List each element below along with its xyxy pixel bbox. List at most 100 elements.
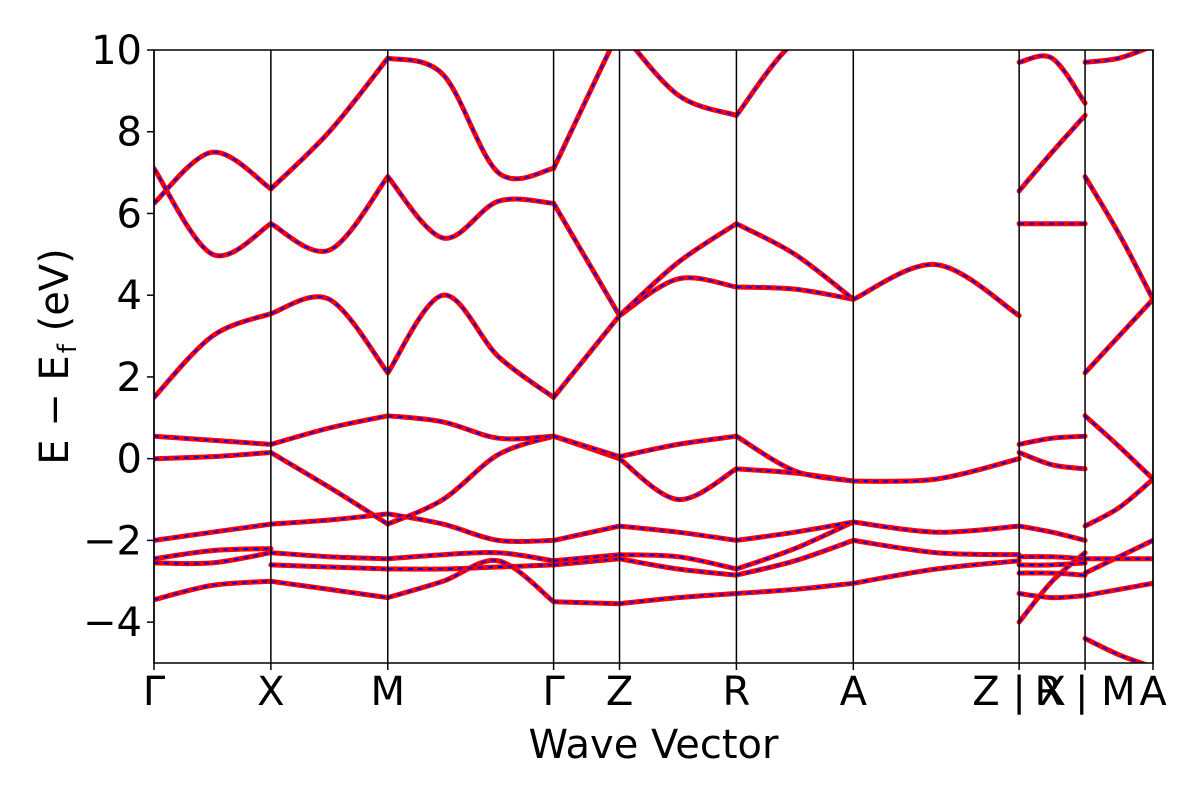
band-line-dashed	[154, 435, 271, 446]
band-line-dashed	[736, 521, 854, 542]
band-line-solid	[154, 433, 274, 447]
band-line-dashed	[154, 151, 272, 205]
band-line-dashed	[619, 592, 737, 605]
band-line-dashed	[736, 286, 854, 301]
y-tick-label: 0	[117, 437, 142, 483]
y-tick-label: 8	[117, 110, 142, 156]
band-line-solid	[850, 456, 1022, 484]
band-line-solid	[850, 519, 1022, 535]
band-line-dashed	[387, 563, 554, 571]
band-line-dashed	[853, 539, 1020, 556]
band-line-dashed	[552, 50, 611, 169]
band-line-dashed	[553, 557, 620, 566]
band-line-solid	[733, 537, 856, 578]
band-line-solid	[733, 50, 790, 118]
band-line-dashed	[553, 553, 620, 562]
band-line-dashed	[387, 512, 554, 543]
band-line-dashed	[270, 414, 388, 446]
band-line-solid	[268, 294, 391, 376]
band-line-dashed	[736, 539, 854, 577]
y-tick-label: 4	[117, 273, 142, 319]
band-line-dashed	[1084, 582, 1153, 597]
band-line-solid	[617, 221, 739, 319]
band-line-dashed	[619, 553, 737, 570]
band-line-dashed	[154, 523, 272, 542]
band-line-solid	[154, 450, 274, 462]
kpoint-dividers	[153, 50, 1154, 663]
x-tick-label: M	[371, 669, 406, 715]
band-line-dashed	[154, 547, 271, 560]
band-line-solid	[1016, 450, 1088, 472]
band-line-dashed	[552, 314, 621, 399]
band-line-dashed	[1084, 176, 1153, 300]
band-line-solid	[733, 284, 856, 302]
band-line-dashed	[736, 582, 854, 595]
band-line-dashed	[852, 263, 1020, 317]
band-line-solid	[154, 311, 274, 400]
band-line-dashed	[1084, 50, 1146, 64]
band-line-dashed	[619, 435, 737, 458]
y-axis-label-main: E − E	[32, 355, 78, 465]
band-line-solid	[1082, 636, 1149, 663]
band-line-dashed	[553, 525, 620, 542]
y-tick-label: −4	[83, 600, 142, 646]
band-line-dashed	[736, 521, 854, 570]
band-line-solid	[385, 55, 557, 182]
y-axis-ticks: −4 −2 0 2 4 6 8 10	[83, 28, 154, 646]
band-line-solid	[154, 578, 274, 603]
band-line-dashed	[387, 435, 554, 526]
band-line-dashed	[154, 580, 271, 601]
band-line-dashed	[1084, 415, 1153, 480]
plot-frame	[153, 49, 1154, 664]
band-line-dashed	[270, 580, 388, 599]
band-line-solid	[1016, 53, 1088, 106]
band-line-dashed	[619, 557, 737, 577]
band-line-solid	[850, 558, 1022, 586]
band-line-dashed	[386, 294, 555, 399]
x-tick-label: A	[1139, 669, 1167, 715]
band-line-solid	[385, 292, 557, 400]
band-line-dashed	[553, 435, 620, 458]
band-line-solid	[268, 550, 391, 562]
x-tick-label: A	[840, 669, 868, 715]
y-axis-label-unit: (eV)	[32, 248, 78, 344]
band-line-dashed	[154, 167, 272, 257]
band-line-dashed	[154, 451, 271, 460]
y-axis-label-subscript: f	[53, 343, 83, 353]
band-line-solid	[1082, 50, 1150, 65]
x-tick-label: Γ	[143, 669, 166, 715]
y-tick-label: 10	[91, 28, 142, 74]
x-tick-label: X	[257, 669, 284, 715]
band-line-solid	[268, 55, 391, 192]
band-line-dashed	[618, 222, 737, 317]
y-tick-label: 6	[117, 191, 142, 237]
band-line-dashed	[1018, 525, 1086, 542]
band-line-dashed	[270, 176, 389, 253]
band-line-solid	[268, 562, 391, 572]
x-tick-label: R	[723, 669, 751, 715]
x-axis-label: Wave Vector	[529, 722, 780, 768]
band-line-dashed	[1018, 114, 1086, 192]
y-tick-label: 2	[117, 355, 142, 401]
band-line-dashed	[1018, 592, 1086, 599]
x-tick-label: R | M	[1034, 669, 1135, 715]
band-line-dashed	[1018, 435, 1086, 446]
bands-layer	[154, 50, 1153, 663]
band-line-dashed	[735, 435, 854, 483]
band-line-solid	[268, 174, 391, 254]
y-tick-label: −2	[83, 518, 142, 564]
band-line-solid	[850, 262, 1022, 319]
band-line-dashed	[618, 457, 737, 501]
band-line-dashed	[1084, 478, 1153, 527]
band-line-dashed	[1018, 551, 1086, 623]
band-line-solid	[385, 433, 557, 527]
band-line-dashed	[619, 525, 737, 542]
band-line-solid	[617, 456, 739, 502]
band-line-dashed	[270, 295, 389, 374]
band-line-solid	[385, 174, 557, 241]
band-line-solid	[617, 591, 739, 607]
band-line-dashed	[154, 312, 272, 399]
x-tick-label: Z	[606, 669, 633, 715]
band-line-solid	[733, 580, 856, 596]
